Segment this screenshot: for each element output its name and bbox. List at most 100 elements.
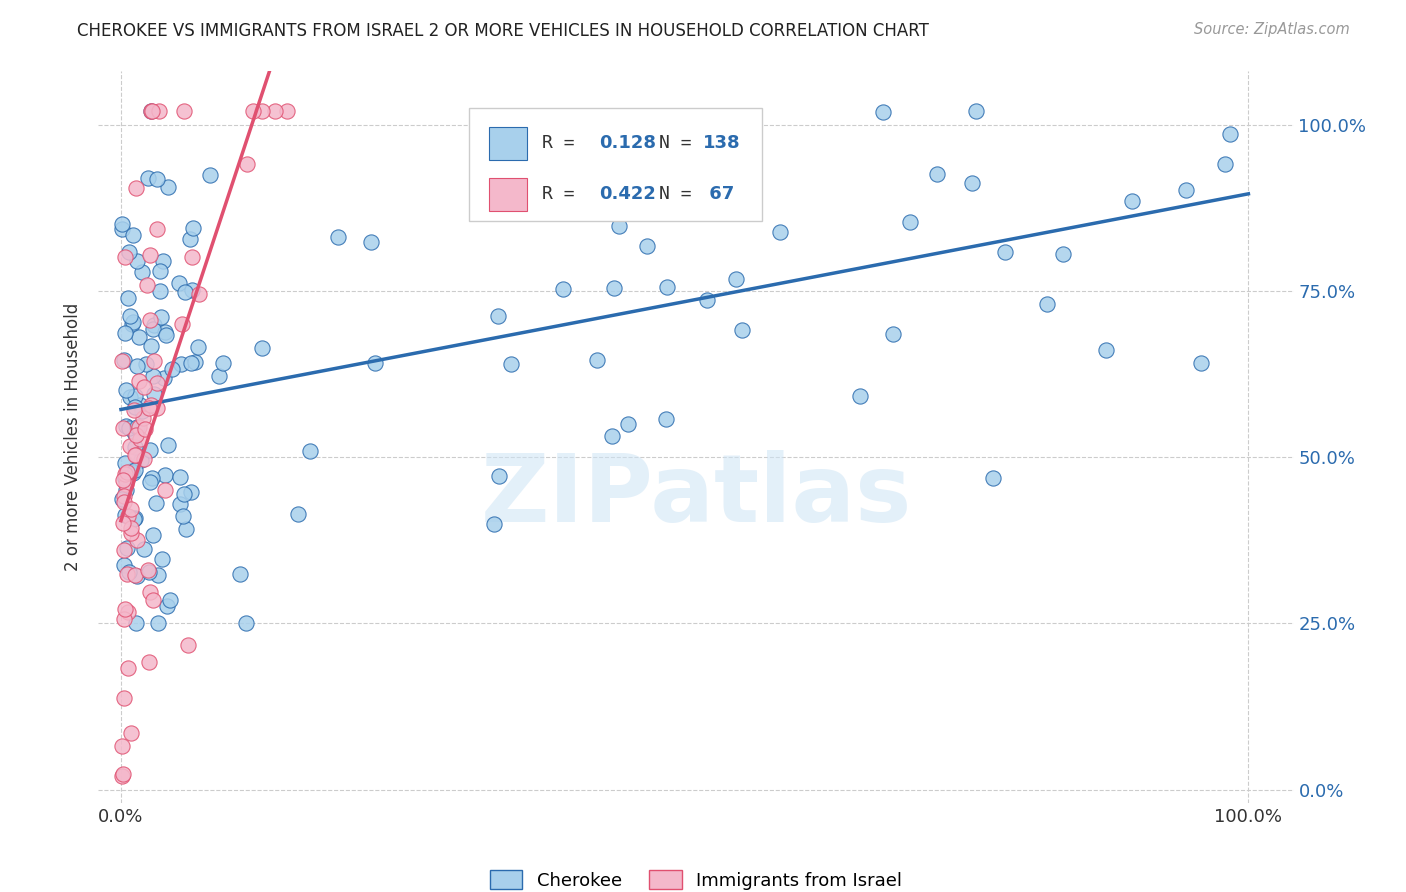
Point	[128, 330, 150, 344]
Point	[117, 508, 139, 523]
Point	[111, 739, 134, 753]
Point	[575, 135, 598, 149]
Point	[1052, 247, 1074, 261]
Point	[242, 104, 264, 119]
Point	[131, 404, 153, 418]
Point	[152, 253, 174, 268]
Point	[115, 541, 138, 556]
Point	[136, 563, 159, 577]
Point	[125, 428, 148, 442]
Point	[141, 104, 163, 119]
Point	[184, 355, 207, 369]
Point	[655, 412, 678, 426]
Point	[117, 291, 139, 305]
Point	[121, 317, 143, 331]
Point	[696, 293, 718, 307]
Legend: Cherokee, Immigrants from Israel: Cherokee, Immigrants from Israel	[482, 863, 910, 892]
Point	[139, 339, 162, 353]
Point	[211, 356, 233, 370]
Point	[118, 439, 141, 453]
Point	[114, 456, 136, 470]
Point	[134, 422, 156, 436]
Point	[983, 471, 1005, 485]
Point	[124, 463, 146, 477]
Point	[132, 541, 155, 556]
Point	[134, 379, 156, 393]
Point	[112, 612, 135, 626]
Point	[607, 219, 630, 233]
Point	[146, 616, 169, 631]
Point	[114, 250, 136, 264]
Point	[208, 369, 231, 384]
Point	[129, 432, 152, 446]
Point	[120, 726, 142, 740]
Point	[114, 326, 136, 340]
Point	[111, 473, 134, 487]
Point	[139, 585, 162, 599]
Point	[925, 167, 948, 181]
Point	[139, 104, 162, 119]
Point	[994, 245, 1017, 260]
Point	[734, 150, 756, 164]
Point	[128, 374, 150, 388]
Point	[287, 507, 309, 521]
Point	[125, 181, 148, 195]
Point	[120, 309, 142, 323]
Point	[149, 264, 172, 278]
Point	[143, 354, 166, 368]
Point	[586, 352, 609, 367]
Point	[145, 496, 167, 510]
Bar	[489, 178, 527, 211]
Point	[179, 232, 201, 246]
Point	[146, 401, 169, 415]
Point	[112, 489, 135, 503]
Point	[250, 341, 273, 355]
Point	[167, 277, 190, 291]
Point	[142, 321, 165, 335]
Point	[198, 168, 221, 182]
Point	[142, 387, 165, 401]
FancyBboxPatch shape	[470, 108, 762, 221]
Point	[170, 358, 193, 372]
Text: R =: R =	[541, 186, 585, 203]
Point	[112, 495, 135, 509]
Point	[121, 526, 143, 541]
Point	[136, 171, 159, 186]
Point	[120, 501, 142, 516]
Point	[124, 511, 146, 525]
Bar	[489, 127, 527, 160]
Point	[898, 214, 921, 228]
Point	[115, 384, 138, 398]
Point	[731, 323, 754, 337]
Point	[1095, 343, 1118, 357]
Text: N =: N =	[659, 135, 692, 153]
Point	[162, 362, 184, 376]
Point	[617, 417, 640, 432]
Point	[176, 522, 198, 536]
Text: Source: ZipAtlas.com: Source: ZipAtlas.com	[1194, 22, 1350, 37]
Point	[636, 239, 658, 253]
Point	[172, 508, 194, 523]
Point	[112, 421, 135, 435]
Point	[235, 616, 257, 631]
Point	[111, 217, 134, 231]
Point	[114, 483, 136, 497]
Point	[143, 318, 166, 333]
Point	[882, 326, 904, 341]
Point	[155, 328, 177, 343]
Point	[131, 265, 153, 279]
Point	[148, 568, 170, 582]
Point	[125, 569, 148, 583]
Point	[155, 468, 177, 483]
Point	[120, 390, 142, 404]
Point	[872, 104, 894, 119]
Point	[148, 104, 170, 119]
Point	[250, 104, 273, 119]
Point	[125, 420, 148, 434]
Point	[115, 476, 138, 491]
Point	[124, 440, 146, 454]
Point	[117, 567, 139, 582]
Point	[180, 250, 202, 264]
Point	[122, 466, 145, 480]
Point	[603, 281, 626, 295]
